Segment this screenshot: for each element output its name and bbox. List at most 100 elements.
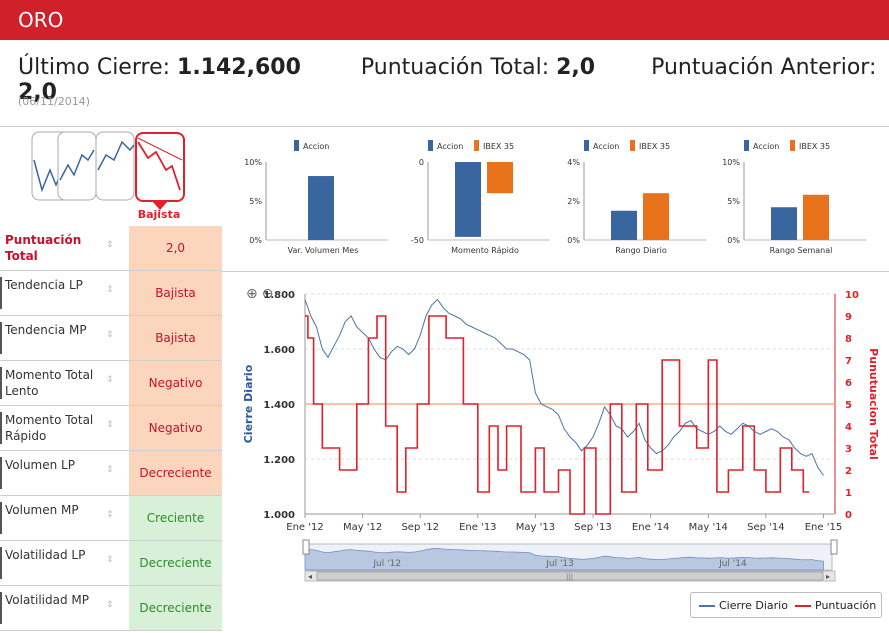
row-marker xyxy=(0,367,2,399)
legend-swatch xyxy=(294,140,299,151)
page-title: ORO xyxy=(18,8,64,32)
legend-label: Accion xyxy=(303,142,329,151)
bar[interactable] xyxy=(643,193,669,240)
row-value: Bajista xyxy=(129,271,222,315)
legend-label: Cierre Diario xyxy=(719,599,788,612)
tick-label: 2 xyxy=(845,466,852,477)
cierre-value: 1.142,600 xyxy=(177,55,301,80)
trend-icons xyxy=(31,131,185,210)
table-row: Volatilidad LP ⇕ Decreciente xyxy=(0,541,222,586)
puntuacion-label: Puntuación Total: xyxy=(360,55,550,80)
zoom-out-icon[interactable]: ⊖ xyxy=(261,286,274,302)
row-value: Bajista xyxy=(129,316,222,360)
axis-label: Momento Rápido xyxy=(451,246,519,255)
table-row: Volatilidad MP ⇕ Decreciente xyxy=(0,586,222,631)
row-label: Volatilidad LP xyxy=(5,548,86,562)
navigator-handle[interactable] xyxy=(830,539,838,555)
tick-label: 3 xyxy=(845,444,852,455)
tick-label: May '12 xyxy=(343,522,382,533)
tick-label: Ene '15 xyxy=(805,522,842,533)
row-label: Tendencia LP xyxy=(5,278,83,292)
tick-label: 5% xyxy=(249,197,262,206)
bar[interactable] xyxy=(308,176,334,240)
legend-item-puntuacion[interactable]: Puntuación xyxy=(795,599,876,612)
mini-chart: Accion IBEX 35 10% 5% 0% Rango Semanal xyxy=(722,140,866,255)
zoom-in-icon[interactable]: ⊕ xyxy=(246,286,258,302)
bar[interactable] xyxy=(803,194,829,240)
header-bar: ORO xyxy=(0,0,889,40)
bar[interactable] xyxy=(611,210,637,240)
chart-legend: Cierre Diario Puntuación xyxy=(690,592,882,618)
legend-swatch xyxy=(474,140,479,151)
row-value: Creciente xyxy=(129,496,222,540)
bar[interactable] xyxy=(487,162,513,194)
navigator-area xyxy=(304,547,824,571)
sort-icon[interactable]: ⇕ xyxy=(106,330,114,340)
bar[interactable] xyxy=(455,162,481,237)
divider xyxy=(222,271,889,272)
row-value: Negativo xyxy=(129,361,222,405)
legend-label: Accion xyxy=(753,142,779,151)
cierre-label: Último Cierre: xyxy=(18,55,171,80)
navigator-handle[interactable] xyxy=(302,539,310,555)
row-marker xyxy=(0,457,2,489)
tick-label: 1.400 xyxy=(263,400,295,411)
sort-icon[interactable]: ⇕ xyxy=(106,465,114,475)
row-label: Puntuación Total xyxy=(5,233,82,263)
row-marker xyxy=(0,322,2,354)
table-row: Momento Total Lento ⇕ Negativo xyxy=(0,361,222,406)
sort-icon[interactable]: ⇕ xyxy=(106,375,114,385)
scrollbar-thumb[interactable] xyxy=(316,571,824,581)
summary-line: Último Cierre: 1.142,600 Puntuación Tota… xyxy=(18,55,889,105)
sort-icon[interactable]: ⇕ xyxy=(106,600,114,610)
zoom-controls: ⊕ ⊖ xyxy=(246,286,277,302)
legend-label: Puntuación xyxy=(815,599,877,612)
legend-swatch xyxy=(584,140,589,151)
tick-label: 8 xyxy=(845,334,852,345)
trend-icon-frame xyxy=(95,131,135,201)
scroll-left-icon[interactable]: ◂ xyxy=(308,572,312,581)
legend-label: IBEX 35 xyxy=(483,142,514,151)
tick-label: Ene '13 xyxy=(459,522,496,533)
axis-title: Punutuacion Total xyxy=(867,348,880,460)
legend-item-cierre[interactable]: Cierre Diario xyxy=(699,599,788,612)
row-value: Negativo xyxy=(129,406,222,450)
tick-label: 10% xyxy=(722,158,740,167)
tick-label: Sep '14 xyxy=(747,522,785,533)
bar[interactable] xyxy=(771,207,797,240)
tick-label: 1.600 xyxy=(263,345,295,356)
sort-icon[interactable]: ⇕ xyxy=(106,240,114,250)
scroll-grip-icon[interactable]: ||| xyxy=(566,573,573,581)
price-line[interactable] xyxy=(304,298,824,476)
tick-label: May '13 xyxy=(516,522,555,533)
price-score-chart: 1.8001.6001.4001.2001.000109876543210Cie… xyxy=(242,290,880,582)
navigator-label: Jul '13 xyxy=(545,559,574,569)
row-marker xyxy=(0,412,2,444)
divider xyxy=(0,126,889,127)
tick-label: 6 xyxy=(845,378,852,389)
tick-label: 0% xyxy=(727,236,740,245)
axis-label: Rango Semanal xyxy=(770,246,833,255)
legend-swatch xyxy=(428,140,433,151)
trend-icon-frame-active xyxy=(135,132,185,202)
sort-icon[interactable]: ⇕ xyxy=(106,510,114,520)
table-row: Tendencia LP ⇕ Bajista xyxy=(0,271,222,316)
sort-icon[interactable]: ⇕ xyxy=(106,420,114,430)
sort-icon[interactable]: ⇕ xyxy=(106,555,114,565)
tick-label: Sep '12 xyxy=(401,522,439,533)
mini-chart: Accion 10% 5% 0% Var. Volumen Mes xyxy=(244,140,388,255)
row-marker xyxy=(0,502,2,534)
tick-label: May '14 xyxy=(689,522,728,533)
row-value: Decreciente xyxy=(129,586,222,630)
table-row: Puntuación Total ⇕ 2,0 xyxy=(0,226,222,271)
trend-icon-line xyxy=(59,149,95,181)
sort-icon[interactable]: ⇕ xyxy=(106,285,114,295)
score-line[interactable] xyxy=(305,315,810,515)
legend-label: IBEX 35 xyxy=(799,142,830,151)
row-label: Momento Total Rápido xyxy=(5,413,94,443)
legend-label: Accion xyxy=(593,142,619,151)
table-row: Volumen LP ⇕ Decreciente xyxy=(0,451,222,496)
scroll-right-icon[interactable]: ▸ xyxy=(826,572,830,581)
table-row: Volumen MP ⇕ Creciente xyxy=(0,496,222,541)
tick-label: 1.000 xyxy=(263,510,295,521)
